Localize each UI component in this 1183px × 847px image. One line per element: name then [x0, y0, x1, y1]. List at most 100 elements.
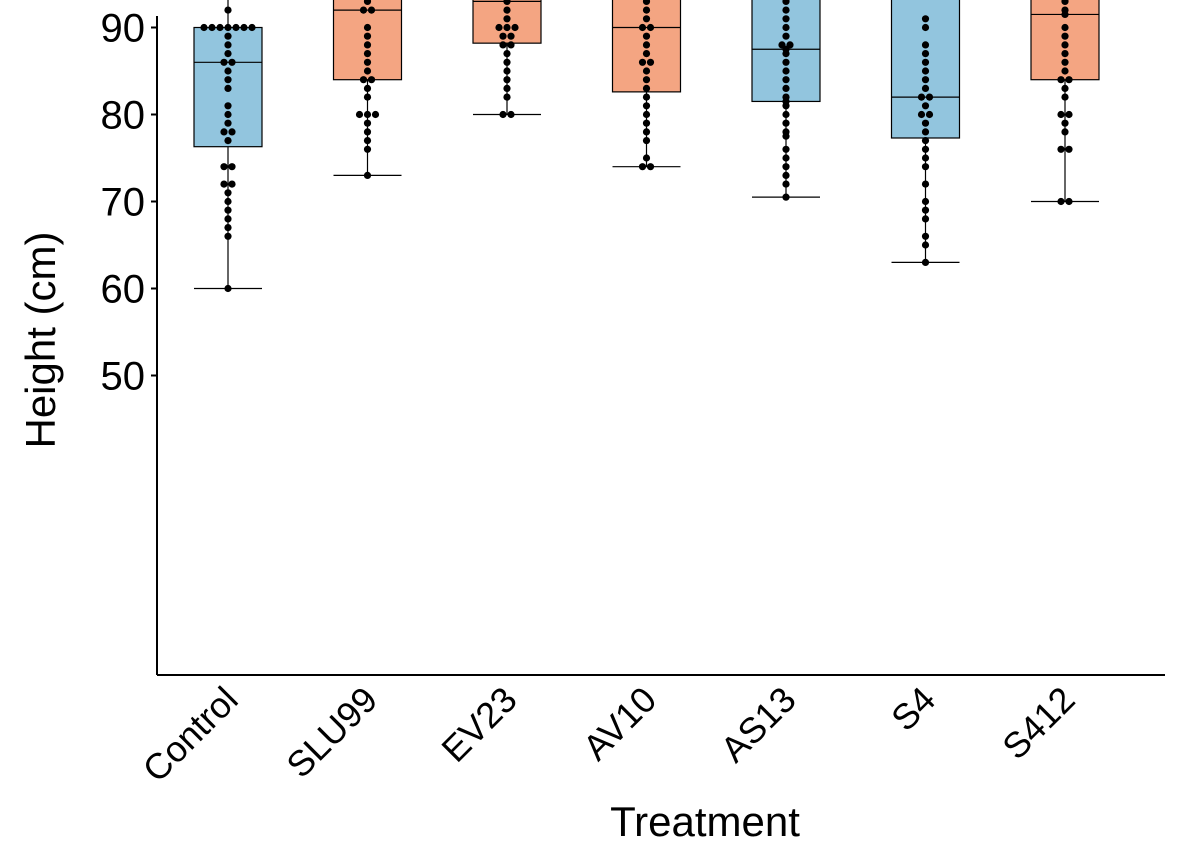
data-point [646, 58, 655, 66]
box-group-as13 [751, 0, 821, 201]
data-point [200, 23, 208, 32]
data-point [1061, 128, 1069, 136]
data-point [499, 110, 507, 119]
data-point [642, 137, 651, 145]
data-point [642, 93, 651, 101]
data-point [642, 50, 651, 58]
data-point [363, 110, 372, 119]
data-point [363, 41, 372, 49]
data-point [224, 137, 232, 145]
data-point [499, 41, 507, 49]
data-point [1061, 84, 1069, 92]
data-point [782, 119, 790, 127]
data-point [224, 23, 232, 32]
data-point [363, 119, 372, 127]
data-point [638, 163, 647, 171]
data-point [224, 284, 232, 293]
data-point [782, 23, 790, 32]
data-point [363, 137, 372, 145]
data-point [220, 163, 228, 171]
x-axis-title: Treatment [610, 798, 800, 845]
data-point [220, 58, 228, 66]
data-point [921, 67, 930, 75]
data-point [782, 171, 790, 179]
data-point [782, 50, 790, 58]
data-point [642, 119, 651, 127]
data-point [642, 6, 651, 14]
data-point [224, 84, 232, 92]
y-tick-label: 80 [101, 94, 146, 138]
data-point [224, 6, 232, 14]
data-point [359, 76, 368, 84]
data-point [782, 132, 790, 140]
data-point [642, 67, 651, 75]
data-point [1061, 50, 1069, 58]
data-point [782, 180, 790, 188]
data-point [642, 41, 651, 49]
data-point [1057, 76, 1065, 84]
data-point [1061, 10, 1069, 19]
data-point [503, 15, 511, 23]
category-labels: Control SLU99 EV23 AV10 AS13 S4 S412 [135, 679, 1083, 790]
data-point [224, 189, 232, 197]
data-point [921, 76, 930, 84]
data-point [638, 23, 647, 32]
data-point [921, 241, 930, 249]
box-iqr [332, 0, 403, 81]
data-point [1061, 58, 1069, 66]
data-point [1061, 23, 1069, 32]
data-point [224, 102, 232, 110]
data-point [503, 67, 511, 75]
data-point [642, 154, 651, 162]
data-point [925, 93, 934, 101]
data-point [248, 23, 256, 32]
data-point [638, 58, 647, 66]
data-point [782, 193, 790, 201]
y-tick-label: 90 [101, 7, 146, 51]
data-point [917, 110, 926, 119]
x-tick-label-control: Control [135, 679, 246, 790]
x-tick-label-av10: AV10 [575, 679, 664, 768]
box-group-s412: * [1030, 0, 1100, 206]
data-point [232, 23, 240, 32]
data-point [367, 76, 376, 84]
x-tick-label-slu99: SLU99 [278, 679, 385, 786]
data-point [224, 76, 232, 84]
x-tick-label-ev23: EV23 [433, 679, 524, 770]
data-point [503, 0, 511, 5]
data-point [503, 58, 511, 66]
data-point [1065, 145, 1073, 153]
data-point [642, 32, 651, 40]
data-point [228, 58, 236, 66]
x-tick-label-as13: AS13 [712, 679, 803, 770]
data-point [355, 110, 364, 119]
data-point [359, 6, 368, 14]
data-point [782, 32, 790, 40]
data-point [220, 180, 228, 188]
data-point [921, 41, 930, 49]
data-point [224, 215, 232, 223]
data-point [642, 128, 651, 136]
data-point [1057, 197, 1065, 206]
data-point [228, 180, 236, 188]
data-point [917, 93, 926, 101]
data-point [921, 232, 930, 240]
box-group-slu99: * [332, 0, 403, 179]
data-point [921, 23, 930, 32]
data-point [224, 197, 232, 206]
data-point [363, 145, 372, 153]
data-point [224, 206, 232, 214]
data-point [646, 163, 655, 171]
data-point [363, 50, 372, 58]
data-point [216, 23, 224, 32]
data-point [1061, 93, 1069, 101]
data-point [224, 224, 232, 232]
x-tick-label-s4: S4 [883, 679, 943, 739]
data-point [208, 23, 216, 32]
data-point [782, 6, 790, 14]
data-point [782, 0, 790, 5]
data-point [642, 0, 651, 5]
data-point [921, 206, 930, 214]
data-point [925, 110, 934, 119]
data-point [782, 15, 790, 23]
